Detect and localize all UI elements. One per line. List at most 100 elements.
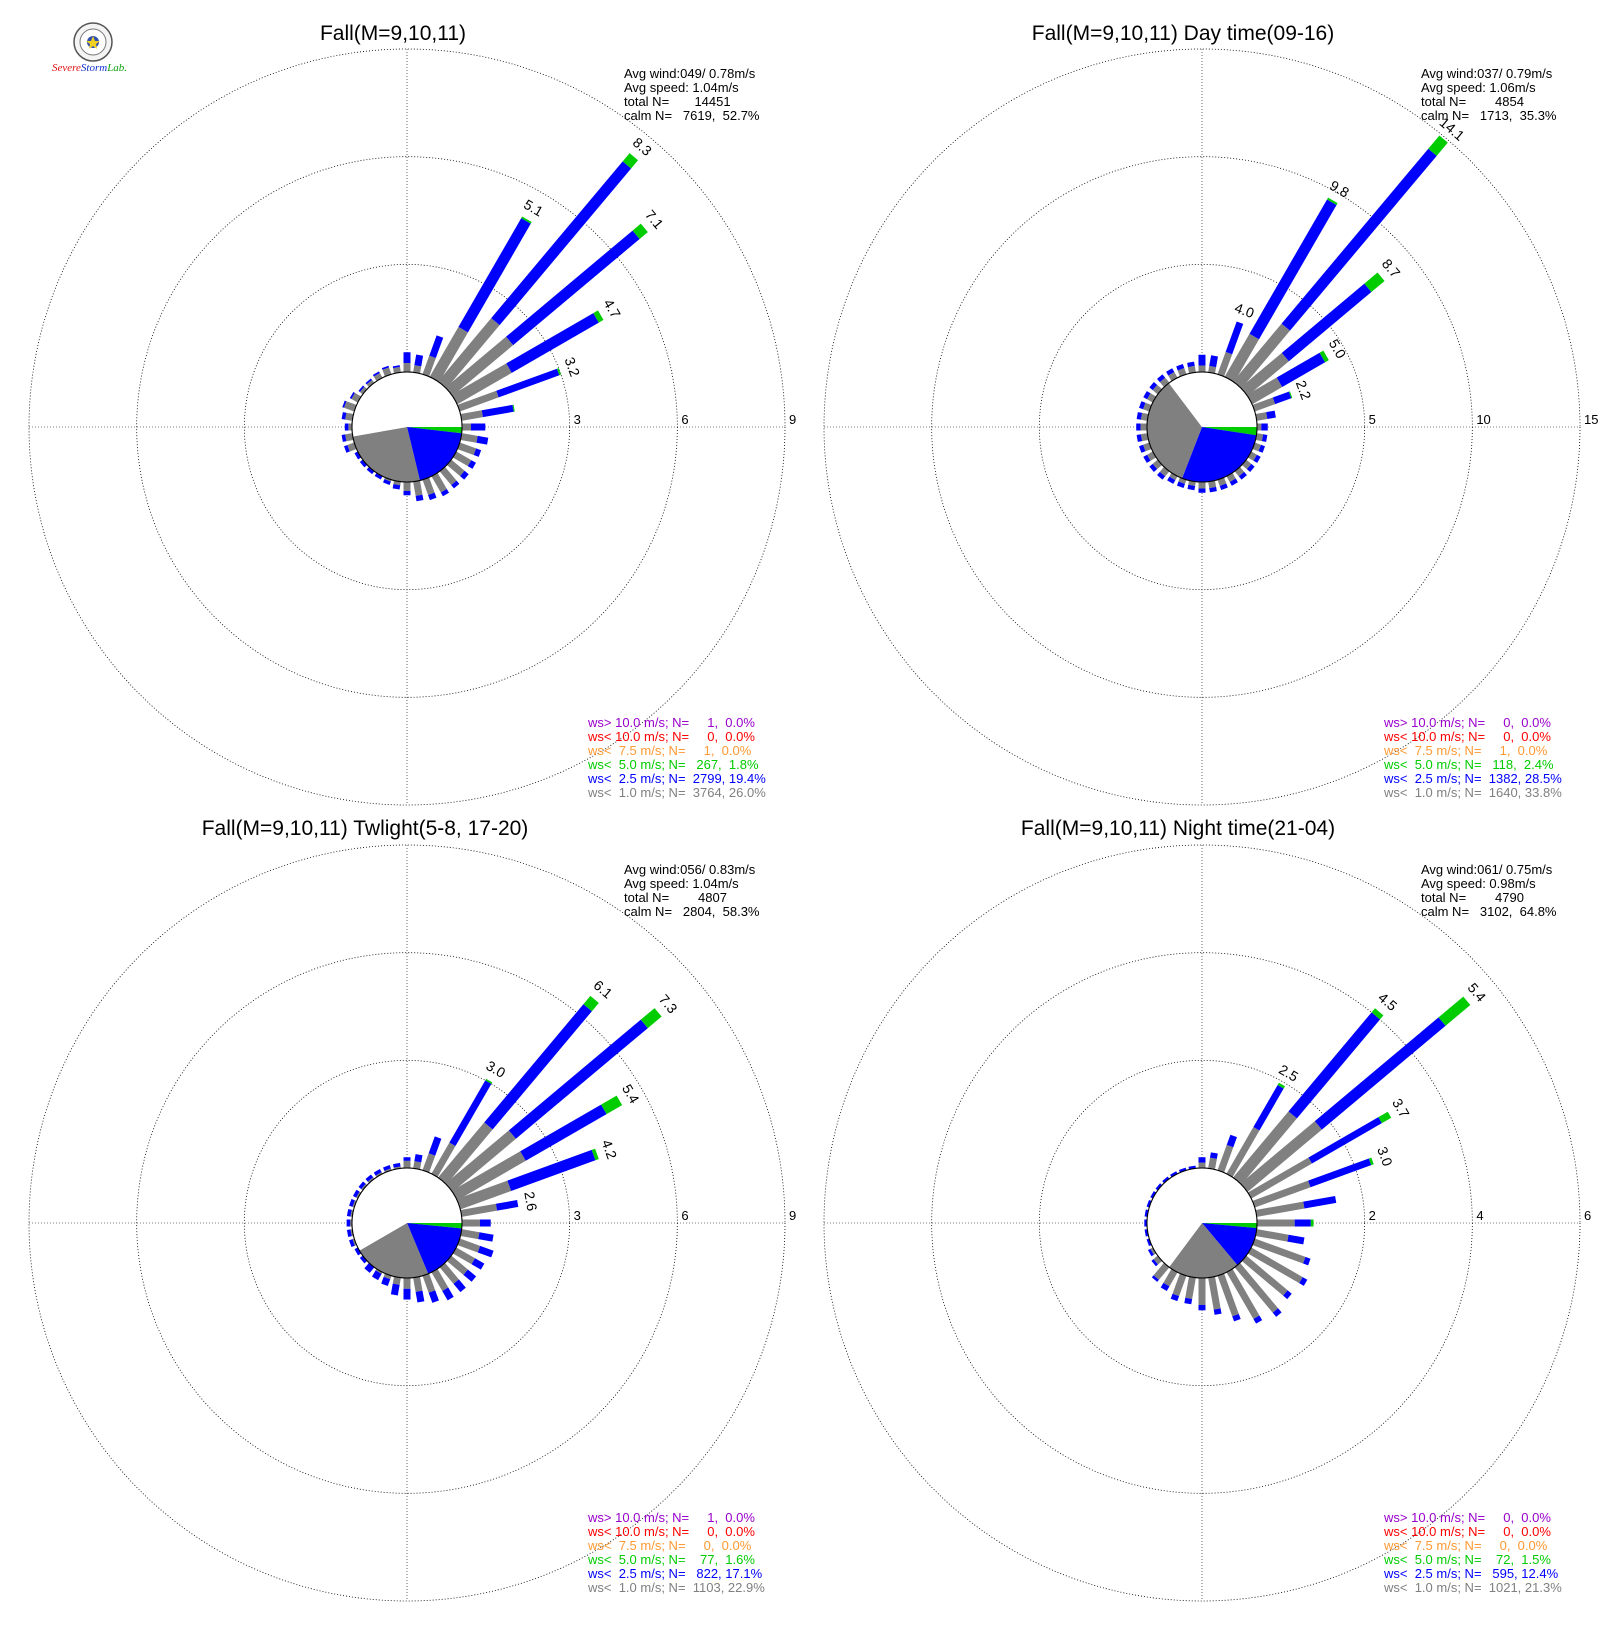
bar-blue-segment bbox=[341, 412, 347, 420]
legend-entry: ws< 2.5 m/s; N= 595, 12.4% bbox=[1383, 1566, 1559, 1581]
legend-entry: ws< 10.0 m/s; N= 0, 0.0% bbox=[587, 729, 755, 744]
bar-blue-segment bbox=[1198, 1304, 1206, 1311]
bar-value-label: 5.1 bbox=[521, 196, 546, 220]
bar-blue-segment bbox=[358, 385, 365, 393]
bar-blue-segment bbox=[1176, 481, 1186, 488]
bar-blue-segment bbox=[1281, 283, 1372, 362]
bar-gray-segment bbox=[1217, 351, 1233, 377]
calm-pie-slice-lt1 bbox=[1147, 383, 1202, 479]
calm-pie-slice-lt1 bbox=[1169, 1223, 1238, 1278]
bar-gray-segment bbox=[460, 410, 483, 421]
bar-blue-segment bbox=[506, 313, 599, 373]
bar-gray-segment bbox=[1252, 1238, 1306, 1264]
bar-value-label: 5.4 bbox=[619, 1081, 643, 1106]
bar-blue-segment bbox=[507, 1149, 596, 1191]
bar-gray-segment bbox=[1169, 472, 1178, 481]
bar-gray-segment bbox=[1257, 423, 1262, 431]
bar-blue-segment bbox=[354, 451, 362, 460]
bar-gray-segment bbox=[403, 1160, 411, 1168]
bar-gray-segment bbox=[350, 1209, 354, 1217]
bar-blue-segment bbox=[1294, 1219, 1311, 1227]
bar-gray-segment bbox=[1252, 1180, 1311, 1208]
bar-value-label: 3.2 bbox=[562, 355, 584, 379]
bar-blue-segment bbox=[1238, 471, 1247, 480]
bar-blue-segment bbox=[1303, 1256, 1311, 1266]
logo-word-lab: Lab. bbox=[107, 62, 128, 74]
bar-green-segment bbox=[622, 153, 639, 169]
bar-blue-segment bbox=[1146, 1199, 1152, 1208]
bar-blue-segment bbox=[463, 1269, 477, 1282]
bar-blue-segment bbox=[470, 423, 486, 431]
bar-green-segment bbox=[556, 368, 562, 376]
bar-gray-segment bbox=[345, 412, 354, 421]
legend-entry: ws< 2.5 m/s; N= 1382, 28.5% bbox=[1383, 771, 1562, 786]
bar-gray-segment bbox=[422, 1153, 436, 1173]
calm-pie-slice-lt2_5 bbox=[407, 1223, 462, 1274]
bar-blue-segment bbox=[359, 459, 368, 468]
bar-blue-segment bbox=[1149, 463, 1158, 472]
calm-pie-slice-calm bbox=[351, 371, 462, 437]
bar-blue-segment bbox=[453, 1279, 466, 1293]
bar-blue-segment bbox=[1176, 364, 1185, 371]
bar-blue-segment bbox=[1136, 412, 1143, 420]
bar-blue-segment bbox=[1229, 478, 1238, 486]
bar-gray-segment bbox=[445, 1130, 516, 1192]
bar-blue-segment bbox=[393, 1162, 401, 1168]
bar-value-label: 6.1 bbox=[591, 977, 616, 1002]
bar-blue-segment bbox=[346, 1219, 351, 1227]
bar-blue-segment bbox=[1253, 1085, 1284, 1131]
outer-grid-circle bbox=[823, 48, 1581, 806]
bar-blue-segment bbox=[352, 1189, 360, 1198]
legend-entry: ws> 10.0 m/s; N= 1, 0.0% bbox=[587, 1510, 755, 1525]
logo-word-storm: Storm bbox=[80, 62, 108, 74]
legend-entry: ws< 5.0 m/s; N= 267, 1.8% bbox=[587, 757, 759, 772]
ring-tick-label: 6 bbox=[681, 412, 688, 427]
bar-blue-segment bbox=[477, 1245, 494, 1258]
bar-blue-segment bbox=[1219, 483, 1228, 490]
bar-blue-segment bbox=[392, 365, 400, 369]
bar-green-segment bbox=[1319, 350, 1329, 363]
calm-pie-slice-calm bbox=[1146, 1168, 1257, 1268]
legend-entry: ws< 10.0 m/s; N= 0, 0.0% bbox=[1383, 729, 1551, 744]
stats-line: Avg wind:056/ 0.83m/s bbox=[624, 862, 756, 877]
bar-blue-segment bbox=[415, 1290, 425, 1303]
ring-tick-label: 6 bbox=[1584, 1208, 1591, 1223]
bar-blue-segment bbox=[495, 1200, 519, 1211]
bar-green-segment bbox=[512, 404, 515, 412]
seal-icon bbox=[73, 22, 113, 62]
bar-value-label: 4.2 bbox=[599, 1137, 621, 1161]
bar-value-label: 2.6 bbox=[521, 1190, 540, 1212]
bar-blue-segment bbox=[1162, 1176, 1170, 1184]
bar-gray-segment bbox=[1255, 412, 1268, 421]
bar-blue-segment bbox=[1143, 391, 1151, 400]
bar-blue-segment bbox=[1249, 199, 1337, 340]
bar-blue-segment bbox=[365, 1174, 374, 1182]
bar-gray-segment bbox=[1255, 433, 1264, 442]
bar-value-label: 3.0 bbox=[1374, 1144, 1396, 1168]
wind-rose-panel-2: 5 10 154.09.814.18.75.02.2Fall(M=9,10,11) … bbox=[823, 22, 1598, 806]
stats-line: calm N= 7619, 52.7% bbox=[624, 108, 760, 123]
bar-blue-segment bbox=[365, 378, 373, 385]
bar-blue-segment bbox=[1184, 1297, 1193, 1305]
bar-blue-segment bbox=[1136, 423, 1141, 431]
legend-entry: ws< 10.0 m/s; N= 0, 0.0% bbox=[587, 1524, 755, 1539]
bar-blue-segment bbox=[1198, 354, 1206, 366]
bar-blue-segment bbox=[1209, 355, 1218, 368]
bar-gray-segment bbox=[403, 1278, 411, 1289]
stats-line: Avg speed: 1.04m/s bbox=[624, 876, 739, 891]
legend-entry: ws< 7.5 m/s; N= 0, 0.0% bbox=[587, 1538, 752, 1553]
bar-gray-segment bbox=[348, 423, 352, 431]
bar-blue-segment bbox=[1178, 1167, 1187, 1173]
calm-circle-outline bbox=[351, 371, 463, 483]
bar-gray-segment bbox=[445, 336, 514, 396]
calm-pie-slice-lt5 bbox=[1202, 1223, 1257, 1229]
bar-gray-segment bbox=[1246, 377, 1283, 405]
bar-gray-segment bbox=[356, 1191, 362, 1199]
bar-gray-segment bbox=[1150, 1247, 1157, 1255]
bar-gray-segment bbox=[460, 1229, 480, 1240]
bar-gray-segment bbox=[452, 1247, 476, 1265]
bar-blue-segment bbox=[1281, 148, 1437, 331]
stats-line: total N= 14451 bbox=[624, 94, 731, 109]
calm-circle-outline bbox=[1146, 371, 1258, 483]
bar-green-segment bbox=[1428, 135, 1448, 156]
